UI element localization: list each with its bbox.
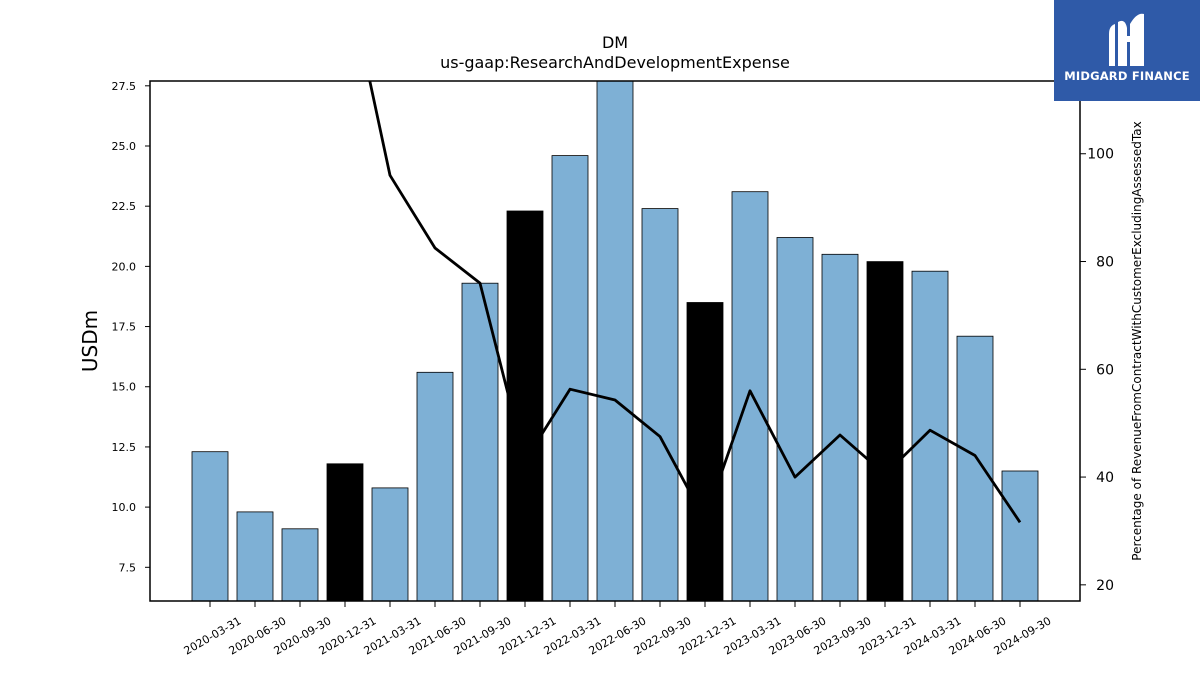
bar-2020-03-31	[191, 451, 229, 601]
y2-tick-label: 40	[1096, 470, 1114, 486]
bar-2023-12-31	[866, 261, 904, 601]
y-tick-label: 7.5	[119, 561, 137, 574]
bar-2023-03-31	[731, 191, 769, 601]
y-axis-label: USDm	[78, 310, 102, 372]
bar-2023-06-30	[776, 237, 814, 601]
y-tick-label: 15.0	[112, 381, 137, 394]
brand-name: MIDGARD FINANCE	[1064, 69, 1190, 83]
y2-tick-label: 100	[1087, 147, 1114, 163]
left-axis-ticks: 7.5 10.0 12.5 15.0 17.5 20.0 22.5 25.0 27.5	[112, 80, 150, 574]
bar-series	[191, 81, 1039, 601]
chart-subtitle: us-gaap:ResearchAndDevelopmentExpense	[440, 53, 790, 72]
brand-logo: MIDGARD FINANCE	[1054, 0, 1200, 101]
y-tick-label: 20.0	[112, 260, 137, 273]
y2-axis-label: Percentage of RevenueFromContractWithCus…	[1130, 121, 1144, 560]
y2-tick-label: 60	[1096, 362, 1114, 378]
right-axis-ticks: 20 40 60 80 100	[1080, 147, 1114, 594]
y-tick-label: 12.5	[112, 441, 137, 454]
bar-2020-12-31	[326, 463, 364, 601]
y-tick-label: 17.5	[112, 321, 137, 334]
bar-2020-09-30	[281, 528, 319, 601]
bar-2024-06-30	[956, 335, 994, 601]
y2-tick-label: 80	[1096, 255, 1114, 271]
bar-2023-09-30	[821, 253, 859, 601]
y-tick-label: 22.5	[112, 200, 137, 213]
bar-2020-06-30	[236, 511, 274, 601]
bar-2022-12-31	[686, 302, 724, 601]
y-tick-label: 27.5	[112, 80, 137, 93]
bar-2021-03-31	[371, 487, 409, 601]
bar-2024-09-30	[1001, 470, 1039, 601]
midgard-m-logo-icon	[1109, 13, 1144, 66]
bar-2022-06-30	[596, 81, 634, 601]
line-path	[368, 81, 1022, 524]
chart-title: DM	[602, 33, 628, 52]
bar-2021-12-31	[506, 210, 544, 601]
bar-2022-09-30	[641, 208, 679, 601]
bar-2021-06-30	[416, 371, 454, 601]
bar-2022-03-31	[551, 155, 589, 601]
y-tick-label: 25.0	[112, 140, 137, 153]
y-tick-label: 10.0	[112, 501, 137, 514]
line-series	[368, 81, 1022, 524]
y2-tick-label: 20	[1096, 578, 1114, 594]
x-axis-ticks: 2020-03-312020-06-302020-09-302020-12-31…	[182, 601, 1054, 658]
